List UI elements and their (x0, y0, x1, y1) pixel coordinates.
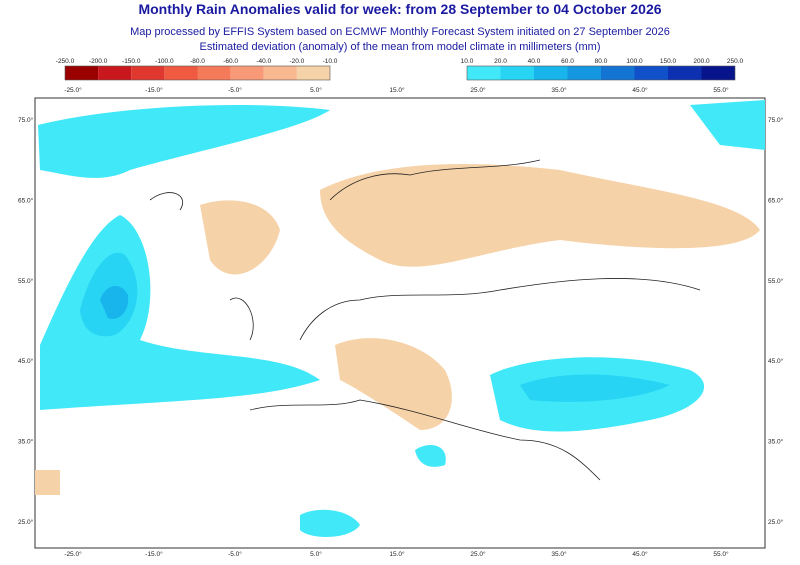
longitude-label: -25.0° (64, 86, 82, 94)
legend-swatch (197, 66, 231, 80)
latitude-label: 25.0° (18, 518, 34, 526)
subtitle: Map processed by EFFIS System based on E… (130, 26, 670, 38)
legend-swatch (701, 66, 735, 80)
legend-label: -20.0 (289, 58, 304, 65)
latitude-label: 65.0° (768, 196, 784, 204)
legend-swatch (567, 66, 601, 80)
legend-label: 60.0 (561, 58, 574, 65)
longitude-label: -5.0° (228, 550, 242, 558)
legend-frame (466, 65, 736, 81)
rain-area (38, 105, 330, 178)
legend-label: -200.0 (89, 58, 108, 65)
latitude-label: 55.0° (768, 277, 784, 285)
legend-label: -40.0 (256, 58, 271, 65)
legend-label: 250.0 (727, 58, 744, 65)
map (34, 97, 766, 549)
legend-label: -150.0 (122, 58, 141, 65)
rain-area (100, 285, 129, 319)
legend-swatch (65, 66, 99, 80)
longitude-label: -25.0° (64, 550, 82, 558)
legend-swatch (263, 66, 297, 80)
latitude-label: 35.0° (768, 438, 784, 446)
legend-label: 150.0 (660, 58, 677, 65)
longitude-label: 35.0° (551, 550, 567, 558)
legend-frame (64, 65, 331, 81)
legend-label: -100.0 (155, 58, 174, 65)
dry-area (335, 338, 452, 430)
dry-area (35, 470, 60, 495)
legend-swatch (98, 66, 132, 80)
legend-swatch (164, 66, 198, 80)
longitude-label: 15.0° (389, 550, 405, 558)
latitude-label: 45.0° (768, 357, 784, 365)
latitude-label: 25.0° (768, 518, 784, 526)
longitude-label: 5.0° (310, 86, 322, 94)
subtitle: Estimated deviation (anomaly) of the mea… (199, 41, 600, 53)
latitude-label: 75.0° (18, 116, 34, 124)
latitude-label: 65.0° (18, 196, 34, 204)
latitude-label: 45.0° (18, 357, 34, 365)
longitude-label: -15.0° (145, 86, 163, 94)
rain-area (300, 509, 360, 537)
latitude-label: 75.0° (768, 116, 784, 124)
legend-swatch (467, 66, 501, 80)
legend-label: -250.0 (56, 58, 75, 65)
rain-area (690, 100, 765, 150)
longitude-label: 25.0° (470, 86, 486, 94)
longitude-label: 5.0° (310, 550, 322, 558)
legend-swatch (500, 66, 534, 80)
legend-swatch (534, 66, 568, 80)
legend-label: 20.0 (494, 58, 507, 65)
longitude-label: 15.0° (389, 86, 405, 94)
legend-label: 200.0 (693, 58, 710, 65)
rain-area (520, 374, 670, 402)
longitude-label: 45.0° (632, 550, 648, 558)
longitude-label: -5.0° (228, 86, 242, 94)
legend-label: 100.0 (626, 58, 643, 65)
legend-label: -80.0 (190, 58, 205, 65)
legend-label: 40.0 (528, 58, 541, 65)
longitude-label: 55.0° (713, 550, 729, 558)
coastline (149, 159, 701, 481)
rain-area (415, 445, 446, 467)
title: Monthly Rain Anomalies valid for week: f… (138, 1, 661, 17)
legend-swatch (634, 66, 668, 80)
legend-swatch (230, 66, 264, 80)
legend-label: 10.0 (461, 58, 474, 65)
longitude-label: 35.0° (551, 86, 567, 94)
longitude-label: 55.0° (713, 86, 729, 94)
dry-area (200, 200, 280, 275)
legend-swatch (296, 66, 330, 80)
latitude-label: 35.0° (18, 438, 34, 446)
legend-swatch (668, 66, 702, 80)
legend-swatch (601, 66, 635, 80)
dry-area (320, 164, 760, 267)
longitude-label: 25.0° (470, 550, 486, 558)
legend-label: 80.0 (595, 58, 608, 65)
latitude-label: 55.0° (18, 277, 34, 285)
legend-label: -60.0 (223, 58, 238, 65)
longitude-label: 45.0° (632, 86, 648, 94)
legend-label: -10.0 (323, 58, 338, 65)
longitude-label: -15.0° (145, 550, 163, 558)
legend-swatch (131, 66, 165, 80)
